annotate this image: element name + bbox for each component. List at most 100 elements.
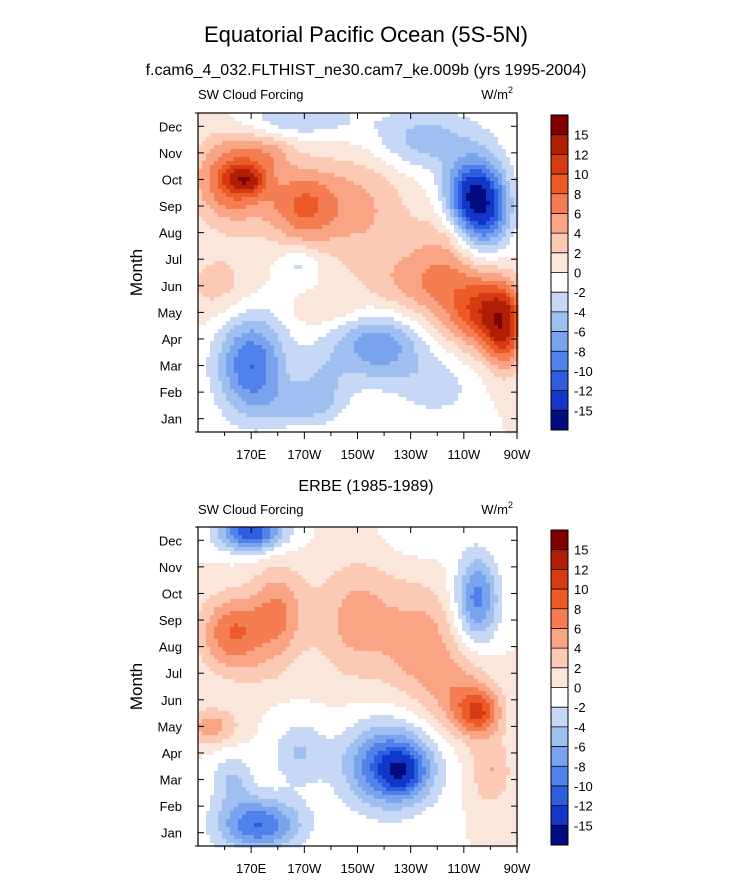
field-cell: [262, 377, 267, 382]
field-cell: [322, 285, 327, 290]
field-cell: [426, 341, 431, 346]
field-cell: [262, 429, 267, 434]
field-cell: [326, 173, 331, 178]
field-cell: [250, 181, 255, 186]
field-cell: [338, 305, 343, 310]
field-cell: [406, 177, 411, 182]
field-cell: [290, 117, 295, 122]
field-cell: [202, 409, 207, 414]
field-cell: [410, 341, 415, 346]
field-cell: [218, 217, 223, 222]
field-cell: [290, 161, 295, 166]
field-cell: [254, 405, 259, 410]
field-cell: [282, 113, 287, 118]
field-cell: [274, 125, 279, 130]
field-cell: [266, 273, 271, 278]
field-cell: [402, 225, 407, 230]
field-cell: [310, 297, 315, 302]
field-cell: [238, 357, 243, 362]
field-cell: [426, 253, 431, 258]
field-cell: [222, 273, 227, 278]
field-cell: [362, 373, 367, 378]
field-cell: [202, 185, 207, 190]
field-cell: [414, 337, 419, 342]
field-cell: [262, 285, 267, 290]
field-cell: [270, 353, 275, 358]
field-cell: [414, 369, 419, 374]
field-cell: [306, 249, 311, 254]
field-cell: [378, 241, 383, 246]
field-cell: [354, 261, 359, 266]
field-cell: [218, 365, 223, 370]
field-cell: [354, 189, 359, 194]
field-cell: [386, 421, 391, 426]
field-cell: [318, 225, 323, 230]
field-cell: [422, 125, 427, 130]
field-cell: [270, 249, 275, 254]
field-cell: [374, 345, 379, 350]
field-cell: [242, 157, 247, 162]
field-cell: [398, 341, 403, 346]
field-cell: [222, 197, 227, 202]
field-cell: [354, 285, 359, 290]
field-cell: [298, 325, 303, 330]
field-cell: [302, 301, 307, 306]
field-cell: [406, 325, 411, 330]
field-cell: [442, 201, 447, 206]
field-cell: [278, 333, 283, 338]
field-cell: [366, 269, 371, 274]
field-cell: [382, 189, 387, 194]
field-cell: [274, 269, 279, 274]
field-cell: [322, 393, 327, 398]
field-cell: [354, 385, 359, 390]
field-cell: [274, 417, 279, 422]
field-cell: [406, 305, 411, 310]
field-cell: [354, 185, 359, 190]
field-cell: [274, 289, 279, 294]
field-cell: [202, 145, 207, 150]
field-cell: [282, 281, 287, 286]
field-cell: [382, 425, 387, 430]
panel-1: SW Cloud Forcing W/m2JanFebMarAprMayJunJu…: [127, 85, 593, 462]
field-cell: [198, 237, 203, 242]
field-cell: [350, 369, 355, 374]
field-cell: [278, 417, 283, 422]
field-cell: [290, 165, 295, 170]
field-cell: [198, 273, 203, 278]
field-cell: [430, 201, 435, 206]
field-cell: [350, 401, 355, 406]
field-cell: [330, 365, 335, 370]
field-cell: [278, 129, 283, 134]
field-cell: [418, 305, 423, 310]
field-cell: [310, 117, 315, 122]
field-cell: [346, 117, 351, 122]
field-cell: [246, 333, 251, 338]
field-cell: [362, 173, 367, 178]
field-cell: [438, 209, 443, 214]
field-cell: [342, 429, 347, 434]
field-cell: [246, 401, 251, 406]
field-cell: [266, 229, 271, 234]
field-cell: [318, 357, 323, 362]
field-cell: [198, 381, 203, 386]
field-cell: [266, 297, 271, 302]
field-cell: [370, 237, 375, 242]
field-cell: [218, 301, 223, 306]
field-cell: [318, 421, 323, 426]
field-cell: [242, 217, 247, 222]
field-cell: [426, 137, 431, 142]
field-cell: [318, 137, 323, 142]
field-cell: [326, 181, 331, 186]
field-cell: [350, 189, 355, 194]
field-cell: [398, 197, 403, 202]
field-cell: [322, 145, 327, 150]
field-cell: [334, 417, 339, 422]
field-cell: [374, 261, 379, 266]
field-cell: [346, 161, 351, 166]
field-cell: [302, 217, 307, 222]
field-cell: [262, 125, 267, 130]
field-cell: [422, 417, 427, 422]
field-cell: [402, 409, 407, 414]
field-cell: [210, 317, 215, 322]
field-cell: [362, 269, 367, 274]
